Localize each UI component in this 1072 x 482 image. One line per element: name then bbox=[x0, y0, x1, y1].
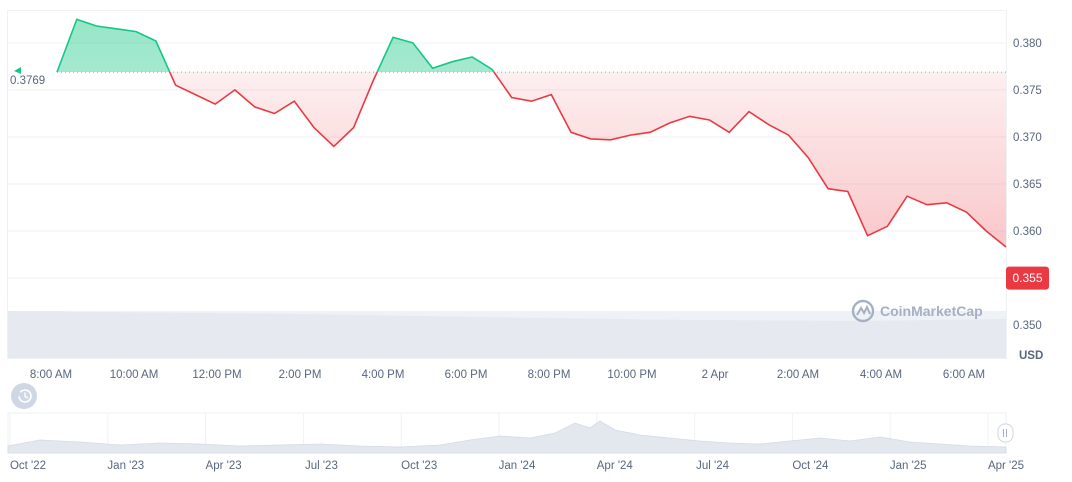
navigator-tick-label: Oct '23 bbox=[401, 460, 437, 472]
x-tick-label: 2:00 PM bbox=[279, 369, 322, 381]
range-navigator[interactable]: Oct '22 Jan '23 Apr '23 Jul '23 Oct '23 Jan '… bbox=[7, 412, 1024, 472]
currency-label: USD bbox=[1019, 350, 1043, 362]
coinmarketcap-logo-icon bbox=[851, 299, 875, 323]
y-tick-label: 0.365 bbox=[1013, 179, 1042, 191]
price-line-below-reference bbox=[56, 72, 1007, 248]
volume-area bbox=[8, 311, 1006, 358]
x-tick-label: 10:00 PM bbox=[607, 369, 656, 381]
x-axis: 8:00 AM 10:00 AM 12:00 PM 2:00 PM 4:00 PM 6:0… bbox=[30, 369, 985, 381]
current-price-label: 0.355 bbox=[1012, 271, 1042, 285]
navigator-tick-label: Apr '23 bbox=[206, 460, 242, 472]
reference-marker-icon bbox=[14, 67, 21, 74]
y-tick-label: 0.380 bbox=[1013, 38, 1042, 50]
navigator-tick-label: Apr '25 bbox=[988, 460, 1024, 472]
x-tick-label: 4:00 PM bbox=[362, 369, 405, 381]
history-button-bg[interactable] bbox=[11, 383, 37, 409]
x-tick-label: 6:00 PM bbox=[445, 369, 488, 381]
x-tick-label: 8:00 PM bbox=[528, 369, 571, 381]
current-price-badge-bg bbox=[1006, 266, 1049, 290]
navigator-tick-label: Jan '25 bbox=[890, 460, 927, 472]
x-tick-label: 2:00 AM bbox=[777, 369, 819, 381]
history-icon-arrow bbox=[15, 392, 21, 397]
navigator-tick-label: Jul '24 bbox=[696, 460, 729, 472]
navigator-handle-knob[interactable] bbox=[997, 423, 1014, 443]
brand-watermark: CoinMarketCap bbox=[851, 299, 983, 323]
navigator-tick-label: Apr '24 bbox=[597, 460, 634, 472]
y-tick-label: 0.360 bbox=[1013, 226, 1042, 238]
price-area-below-reference bbox=[57, 72, 1006, 247]
navigator-handle[interactable] bbox=[997, 423, 1014, 443]
navigator-tick-label: Oct '24 bbox=[792, 460, 829, 472]
navigator-tick-label: Jul '23 bbox=[305, 460, 338, 472]
x-tick-label: 2 Apr bbox=[702, 369, 729, 381]
navigator-tick-label: Jan '24 bbox=[499, 460, 536, 472]
history-icon-hands bbox=[24, 392, 29, 399]
navigator-tick-label: Jan '23 bbox=[107, 460, 144, 472]
y-tick-label: 0.370 bbox=[1013, 132, 1042, 144]
brand-label: CoinMarketCap bbox=[880, 303, 983, 319]
x-tick-label: 8:00 AM bbox=[30, 369, 72, 381]
navigator-tick-label: Oct '22 bbox=[10, 460, 46, 472]
price-area-above-reference bbox=[57, 19, 494, 73]
x-tick-label: 10:00 AM bbox=[110, 369, 159, 381]
x-tick-label: 4:00 AM bbox=[860, 369, 902, 381]
x-tick-label: 12:00 PM bbox=[192, 369, 241, 381]
x-tick-label: 6:00 AM bbox=[943, 369, 985, 381]
reference-price-label: 0.3769 bbox=[10, 75, 45, 87]
navigator-area bbox=[7, 420, 1007, 454]
navigator-axis: Oct '22 Jan '23 Apr '23 Jul '23 Oct '23 Jan '… bbox=[10, 460, 1024, 472]
current-price-badge: 0.355 bbox=[1006, 266, 1049, 290]
coinmarketcap-logo-mark bbox=[856, 304, 871, 316]
plot-frame bbox=[7, 10, 1007, 359]
history-button[interactable] bbox=[11, 383, 37, 409]
y-tick-label: 0.350 bbox=[1013, 320, 1042, 332]
y-tick-label: 0.375 bbox=[1013, 85, 1042, 97]
